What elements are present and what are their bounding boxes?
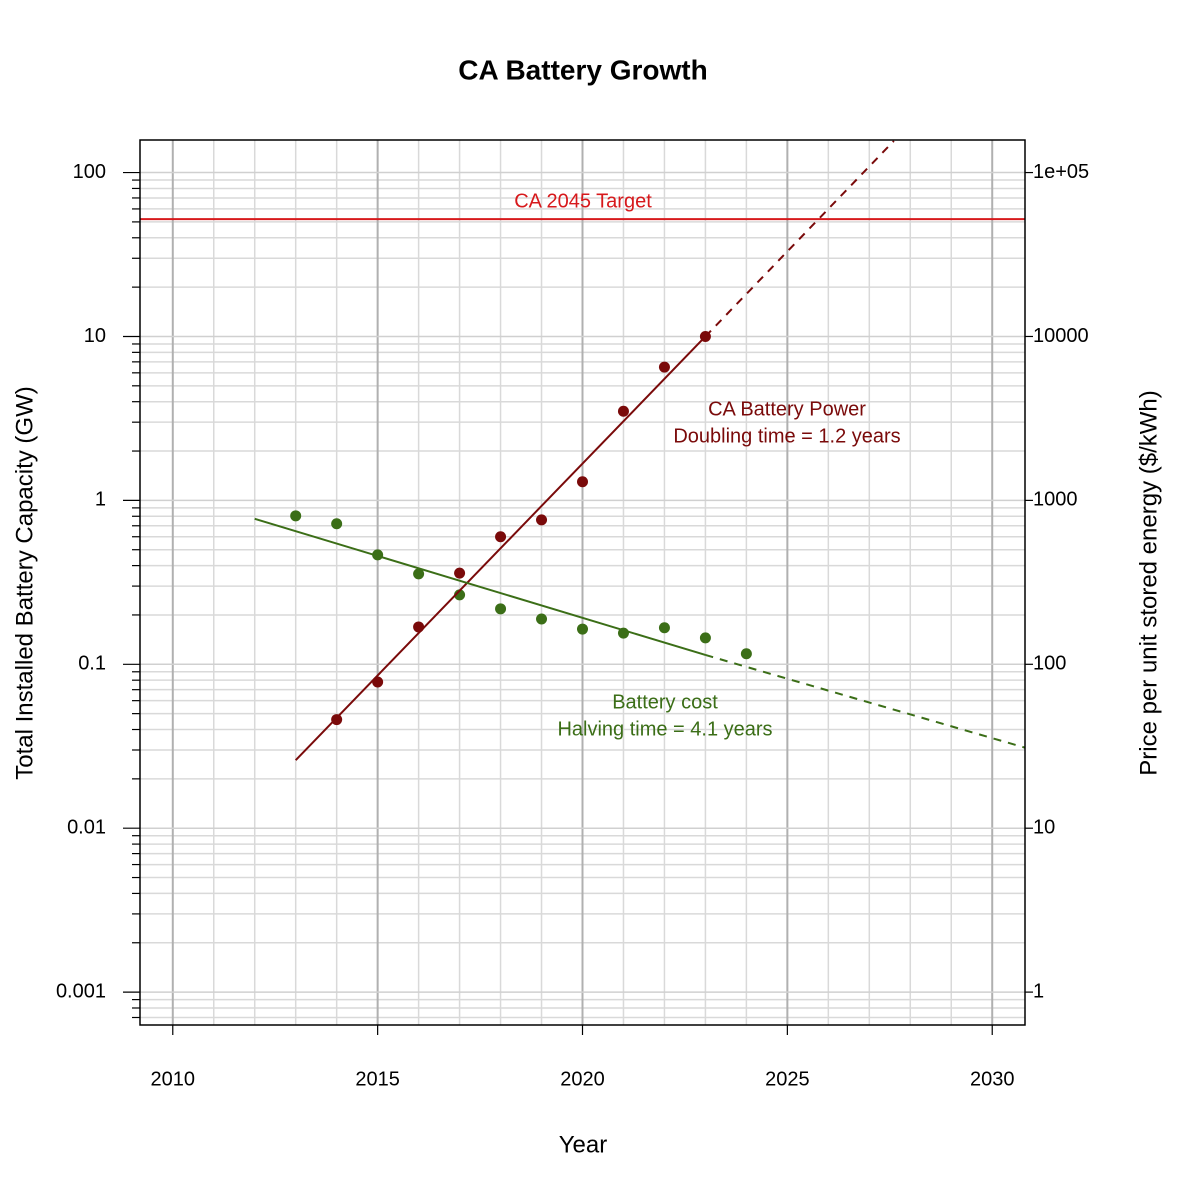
data-point xyxy=(495,531,507,543)
annotation: Halving time = 4.1 years xyxy=(557,718,772,740)
data-point xyxy=(413,568,425,580)
x-tick-label: 2015 xyxy=(355,1068,400,1090)
x-tick-label: 2020 xyxy=(560,1068,605,1090)
y-tick-label: 100 xyxy=(73,161,106,183)
x-tick-label: 2025 xyxy=(765,1068,810,1090)
y2-tick-label: 100 xyxy=(1033,653,1066,675)
y-tick-label: 0.001 xyxy=(56,980,106,1002)
data-point xyxy=(331,714,343,726)
trend-line-extension xyxy=(705,654,1026,749)
plot-frame xyxy=(139,139,1026,1026)
data-point xyxy=(699,632,711,644)
y2-tick-label: 1e+05 xyxy=(1033,161,1089,183)
data-point xyxy=(331,518,343,530)
x-axis-label: Year xyxy=(559,1131,608,1158)
y2-tick-label: 1 xyxy=(1033,980,1044,1002)
data-point xyxy=(577,476,588,488)
data-point xyxy=(536,613,548,625)
x-tick-label: 2030 xyxy=(970,1068,1015,1090)
annotation: CA Battery Power xyxy=(708,398,866,420)
data-point xyxy=(617,405,629,417)
annotation: Doubling time = 1.2 years xyxy=(673,425,900,447)
y-tick-label: 10 xyxy=(84,325,106,347)
y2-tick-label: 1000 xyxy=(1033,489,1078,511)
trend-line-extension xyxy=(704,140,895,338)
x-tick-label: 2010 xyxy=(151,1068,196,1090)
trend-line xyxy=(294,335,707,761)
y2-axis-label: Price per unit stored energy ($/kWh) xyxy=(1135,390,1162,776)
annotation: CA 2045 Target xyxy=(514,190,652,212)
y2-tick-label: 10000 xyxy=(1033,325,1089,347)
data-point xyxy=(290,510,302,522)
trend-line xyxy=(254,517,706,656)
data-point xyxy=(413,621,425,633)
y-tick-label: 1 xyxy=(95,489,106,511)
y2-tick-label: 10 xyxy=(1033,816,1055,838)
chart-title: CA Battery Growth xyxy=(458,54,707,85)
data-point xyxy=(454,567,466,579)
data-point xyxy=(536,514,548,526)
annotation: Battery cost xyxy=(612,691,718,713)
y-tick-label: 0.1 xyxy=(78,653,106,675)
y-tick-label: 0.01 xyxy=(67,816,106,838)
data-point xyxy=(740,648,752,660)
data-point xyxy=(658,361,670,373)
data-point xyxy=(495,603,507,615)
data-point xyxy=(658,622,670,634)
data-point xyxy=(577,623,588,635)
y-axis-label: Total Installed Battery Capacity (GW) xyxy=(11,386,38,779)
